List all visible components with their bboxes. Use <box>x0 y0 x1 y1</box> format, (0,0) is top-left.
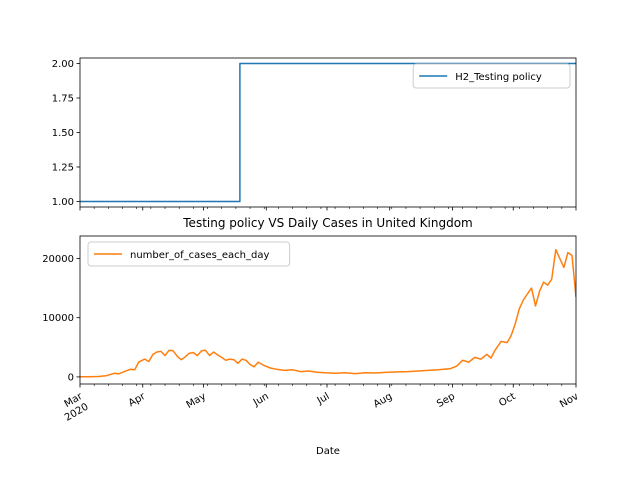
legend-label: number_of_cases_each_day <box>130 250 269 261</box>
series-line <box>80 62 576 203</box>
y-tick-label: 10000 <box>42 313 74 324</box>
testing-policy-panel: 1.00 1.25 1.50 1.75 2.00 H2_Testing policy <box>52 57 577 211</box>
y-tick-label: 1.50 <box>52 128 74 139</box>
y-tick-label: 2.00 <box>52 59 74 70</box>
y-tick-label: 1.25 <box>52 162 74 173</box>
y-tick-label: 0 <box>68 372 74 383</box>
series-line <box>80 248 576 378</box>
legend-box <box>412 63 571 89</box>
y-tick-label: 1.00 <box>52 197 74 208</box>
y-tick-label: 20000 <box>42 254 74 265</box>
y-tick-label: 1.75 <box>52 94 74 105</box>
axes-frame <box>79 235 577 385</box>
legend-box <box>87 241 291 267</box>
legend-label: H2_Testing policy <box>455 72 542 83</box>
x-axis-label: Date <box>316 446 340 457</box>
chart-title: Testing policy VS Daily Cases in United … <box>182 216 472 230</box>
